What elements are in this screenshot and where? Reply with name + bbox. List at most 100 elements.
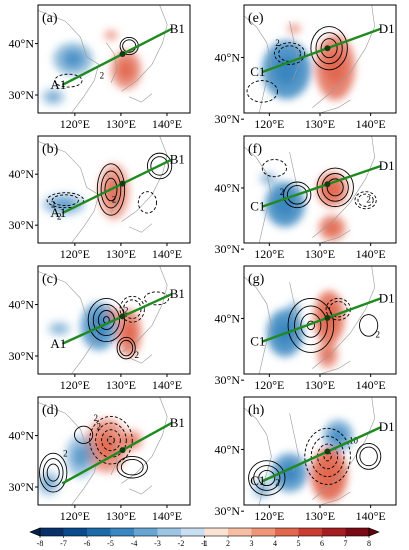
contour-label: 2 xyxy=(57,211,62,221)
lon-tick-label: 140°E xyxy=(356,509,386,523)
colorbar-segment xyxy=(228,528,252,536)
section-end-label: B1 xyxy=(170,415,185,430)
colorbar-min-extend xyxy=(29,527,41,537)
section-end-label: B1 xyxy=(170,286,185,301)
contour-label: 2 xyxy=(376,329,381,339)
section-midpoint xyxy=(324,45,331,52)
panel-label: (b) xyxy=(42,142,59,157)
lon-tick-label: 130°E xyxy=(305,247,335,261)
panel-label: (g) xyxy=(248,272,265,287)
colorbar-tick-label: -4 xyxy=(131,539,138,548)
colorbar-max-extend xyxy=(368,527,380,537)
lon-tick-label: 120°E xyxy=(254,117,284,131)
section-line xyxy=(261,164,382,208)
contour-label: 2 xyxy=(100,70,105,80)
lat-tick-label: 40°N xyxy=(9,429,35,443)
lat-tick-label: 30°N xyxy=(9,480,35,494)
section-line xyxy=(261,426,382,483)
panel-label: (d) xyxy=(42,403,59,418)
contour-label: 2 xyxy=(94,413,99,423)
contour-lines xyxy=(287,297,379,353)
lon-tick-label: 120°E xyxy=(60,117,90,131)
section-midpoint xyxy=(119,313,126,320)
colorbar-tick-label: -6 xyxy=(84,539,91,548)
lat-tick-label: 40°N xyxy=(9,37,35,51)
coastline xyxy=(38,5,168,113)
lon-tick-label: 120°E xyxy=(60,247,90,261)
panel-label: (c) xyxy=(42,272,58,287)
colorbar-segment xyxy=(134,528,158,536)
contour-label: 2 xyxy=(112,194,117,204)
lon-tick-label: 140°E xyxy=(356,117,386,131)
colorbar-tick-label: -8 xyxy=(37,539,44,548)
lon-tick-label: 120°E xyxy=(254,247,284,261)
colorbar-segment xyxy=(157,528,182,536)
colorbar-tick-label: 5 xyxy=(297,539,301,548)
lon-tick-label: 130°E xyxy=(106,509,136,523)
contour-label: 2 xyxy=(63,448,68,458)
colorbar-segment xyxy=(181,528,205,536)
contour-label: 2 xyxy=(135,350,140,360)
lon-tick-label: 120°E xyxy=(60,378,90,392)
panel-label: (a) xyxy=(42,11,58,26)
lat-tick-label: 30°N xyxy=(215,504,241,518)
lon-tick-label: 130°E xyxy=(106,378,136,392)
coastline xyxy=(244,136,376,243)
lat-tick-label: 30°N xyxy=(9,218,35,232)
section-midpoint xyxy=(119,51,126,58)
coastline xyxy=(38,136,168,243)
lat-tick-label: 40°N xyxy=(215,50,241,64)
section-start-label: A1 xyxy=(50,336,66,351)
section-start-label: A1 xyxy=(50,205,66,220)
section-start-label: C1 xyxy=(250,473,265,488)
lon-tick-label: 140°E xyxy=(356,247,386,261)
panel-a: 2 A1 B1 (a) 40°N 30°N 120°E 130°E 140°E xyxy=(9,4,191,131)
section-line xyxy=(61,158,173,215)
colorbar-tick-label: 2 xyxy=(226,539,230,548)
coastline xyxy=(38,266,168,374)
colorbar-tick-label: 8 xyxy=(367,539,371,548)
lat-tick-label: 40°N xyxy=(215,311,241,325)
section-line xyxy=(61,421,173,485)
lon-tick-label: 130°E xyxy=(305,509,335,523)
coastline xyxy=(244,5,376,113)
section-end-label: D1 xyxy=(379,21,395,36)
shaded-field xyxy=(259,171,348,241)
lat-tick-label: 40°N xyxy=(9,298,35,312)
colorbar-tick-label: 7 xyxy=(344,539,348,548)
colorbar-tick-label: -2 xyxy=(178,539,185,548)
lon-tick-label: 120°E xyxy=(60,509,90,523)
panel-frame xyxy=(37,135,191,244)
contour-label: 2 xyxy=(51,200,56,210)
section-line xyxy=(261,297,382,343)
colorbar-segment xyxy=(298,528,323,536)
section-midpoint xyxy=(324,448,331,455)
lat-tick-label: 30°N xyxy=(9,88,35,102)
colorbar-segment xyxy=(63,528,88,536)
panel-g: 2 C1 D1 (g) 40°N 30°N 120°E 130°E 140°E xyxy=(215,265,397,392)
lon-tick-label: 130°E xyxy=(305,117,335,131)
colorbar-segment xyxy=(345,528,370,536)
lat-tick-label: 30°N xyxy=(215,112,241,126)
contour-lines xyxy=(246,26,348,103)
panel-label: (e) xyxy=(248,11,264,26)
colorbar-tick-label: 4 xyxy=(273,539,277,548)
shaded-field xyxy=(262,23,355,101)
lon-tick-label: 140°E xyxy=(152,509,182,523)
contour-label: 2 xyxy=(97,421,102,431)
colorbar-tick-label: 1 xyxy=(203,539,207,548)
coastline xyxy=(244,266,376,374)
lon-tick-label: 140°E xyxy=(152,378,182,392)
contour-label: 2 xyxy=(366,194,371,204)
section-end-label: D1 xyxy=(379,290,395,305)
colorbar-segment xyxy=(275,528,299,536)
section-line xyxy=(261,27,382,74)
section-end-label: B1 xyxy=(170,152,185,167)
panel-label: (f) xyxy=(248,142,262,157)
contour-label: 2 xyxy=(275,478,280,488)
colorbar-segment xyxy=(322,528,346,536)
contour-label: 2 xyxy=(280,187,285,197)
colorbar-segment xyxy=(251,528,276,536)
